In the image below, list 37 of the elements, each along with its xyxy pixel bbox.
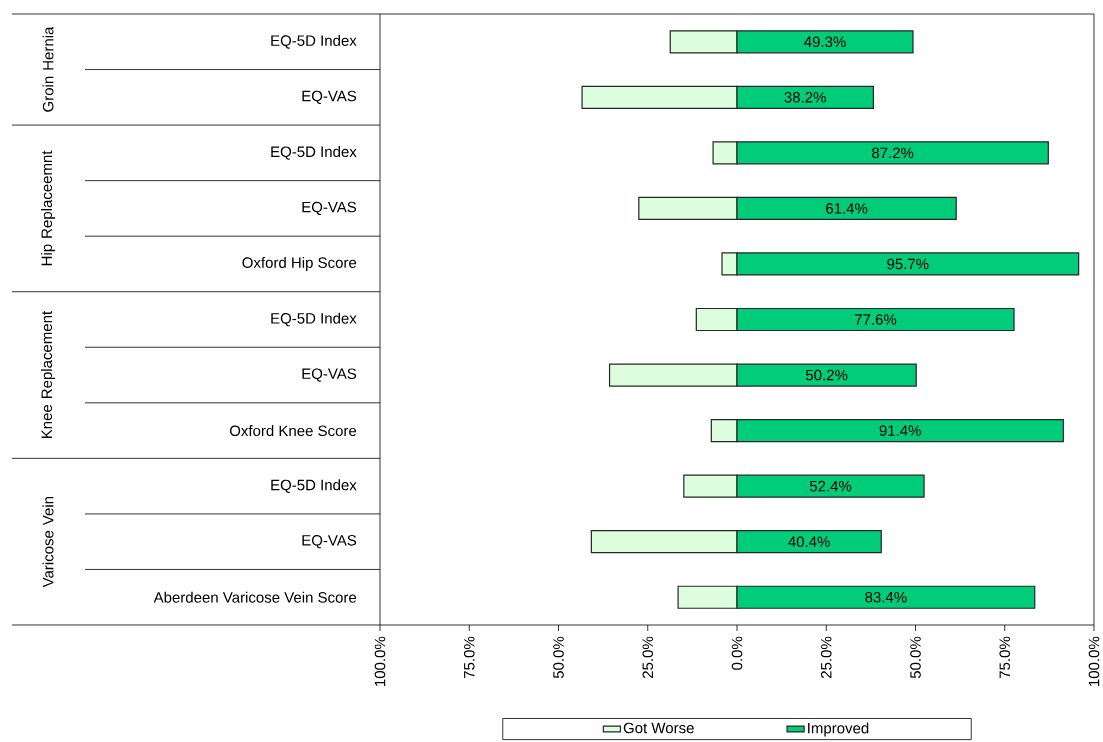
y-tick-label: EQ-5D Index (271, 479, 357, 493)
x-tick-label: 25.0% (820, 636, 832, 678)
y-tick-label: Aberdeen Varicose Vein Score (153, 591, 357, 603)
x-tick-label: 25.0% (642, 636, 654, 678)
data-label: 83.4% (865, 591, 907, 603)
data-label: 40.4% (788, 536, 830, 547)
x-tick-label: 75.0% (999, 636, 1011, 678)
x-tick-label: 50.0% (910, 636, 921, 679)
y-tick-label: EQ-VAS (302, 535, 357, 549)
x-tick-label: 50.0% (553, 636, 564, 679)
legend-label: Got Worse (623, 722, 694, 734)
data-label: 77.6% (855, 314, 897, 325)
y-tick-label: EQ-VAS (302, 90, 357, 104)
text: Hip Replaceemnt (41, 150, 55, 266)
y-tick-label: EQ-5D Index (271, 146, 357, 160)
data-label: 50.2% (805, 369, 848, 381)
y-tick-label: EQ-5D Index (271, 34, 357, 49)
y-tick-label: EQ-VAS (302, 201, 357, 216)
text: Groin Hernia (42, 26, 54, 112)
y-tick-label: EQ-VAS (302, 368, 357, 382)
y-tick-label: Oxford Hip Score (242, 256, 357, 271)
legend-label: Improved (808, 722, 869, 737)
data-label: 95.7% (887, 258, 929, 270)
y-tick-label: Oxford Knee Score (229, 425, 357, 437)
data-label: 52.4% (809, 480, 852, 492)
data-label: 49.3% (804, 36, 846, 48)
data-label: 38.2% (784, 92, 826, 103)
data-label: 87.2% (872, 147, 914, 159)
data-label: 61.4% (826, 203, 868, 214)
text: Knee Replacement (41, 310, 55, 439)
x-tick-label: 100.0% (374, 636, 386, 686)
text: Varicose Vein (42, 496, 54, 588)
x-tick-label: 0.0% (731, 636, 743, 670)
data-label: 91.4% (879, 425, 921, 436)
y-tick-label: EQ-5D Index (271, 312, 357, 327)
x-tick-label: 100.0% (1088, 636, 1100, 686)
x-tick-label: 75.0% (463, 636, 475, 678)
